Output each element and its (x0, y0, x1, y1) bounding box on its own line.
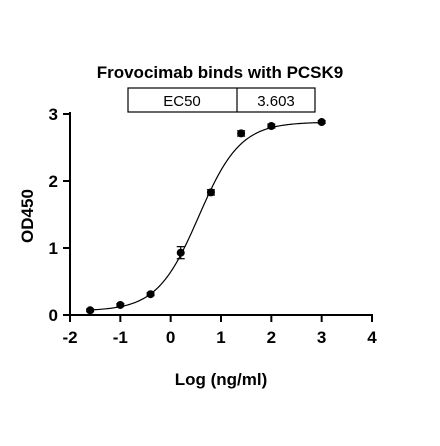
y-axis-label: OD450 (18, 189, 37, 243)
x-tick-label: -2 (62, 328, 77, 347)
y-tick-label: 3 (49, 105, 58, 124)
x-tick-label: 1 (216, 328, 225, 347)
ec50-table: EC50 3.603 (127, 87, 316, 113)
data-point (317, 118, 326, 127)
data-point (146, 290, 155, 299)
data-point (176, 248, 185, 257)
y-tick-label: 0 (49, 306, 58, 325)
ticks: -2 -1 0 1 2 3 4 0 1 2 3 (49, 105, 378, 347)
data-point (86, 306, 95, 315)
ec50-value: 3.603 (257, 93, 295, 110)
ec50-label: EC50 (163, 93, 201, 110)
chart-title: Frovocimab binds with PCSK9 (97, 63, 344, 82)
fit-curve (90, 121, 322, 311)
x-tick-label: 4 (367, 328, 377, 347)
x-tick-label: 3 (317, 328, 326, 347)
ec50-table-border (127, 87, 316, 113)
y-tick-label: 1 (49, 239, 58, 258)
data-point (206, 188, 215, 197)
x-tick-label: -1 (113, 328, 128, 347)
axes (69, 112, 373, 316)
data-points (86, 118, 326, 315)
data-point (237, 129, 246, 138)
x-axis-label: Log (ng/ml) (175, 370, 268, 389)
y-tick-label: 2 (49, 172, 58, 191)
data-point (267, 122, 276, 131)
x-tick-label: 2 (267, 328, 276, 347)
data-point (116, 300, 125, 309)
x-tick-label: 0 (166, 328, 175, 347)
